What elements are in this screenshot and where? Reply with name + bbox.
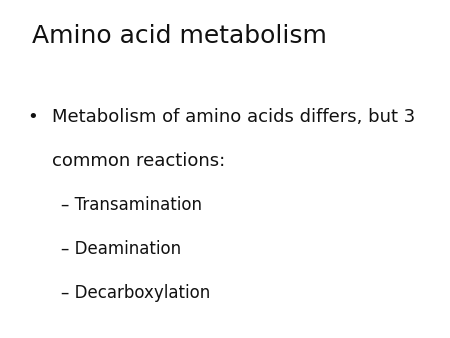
Text: – Deamination: – Deamination bbox=[61, 240, 181, 258]
Text: Amino acid metabolism: Amino acid metabolism bbox=[32, 24, 326, 48]
Text: – Decarboxylation: – Decarboxylation bbox=[61, 284, 210, 302]
Text: – Transamination: – Transamination bbox=[61, 196, 202, 214]
Text: Metabolism of amino acids differs, but 3: Metabolism of amino acids differs, but 3 bbox=[52, 108, 415, 126]
Text: common reactions:: common reactions: bbox=[52, 152, 225, 170]
Text: •: • bbox=[27, 108, 38, 126]
